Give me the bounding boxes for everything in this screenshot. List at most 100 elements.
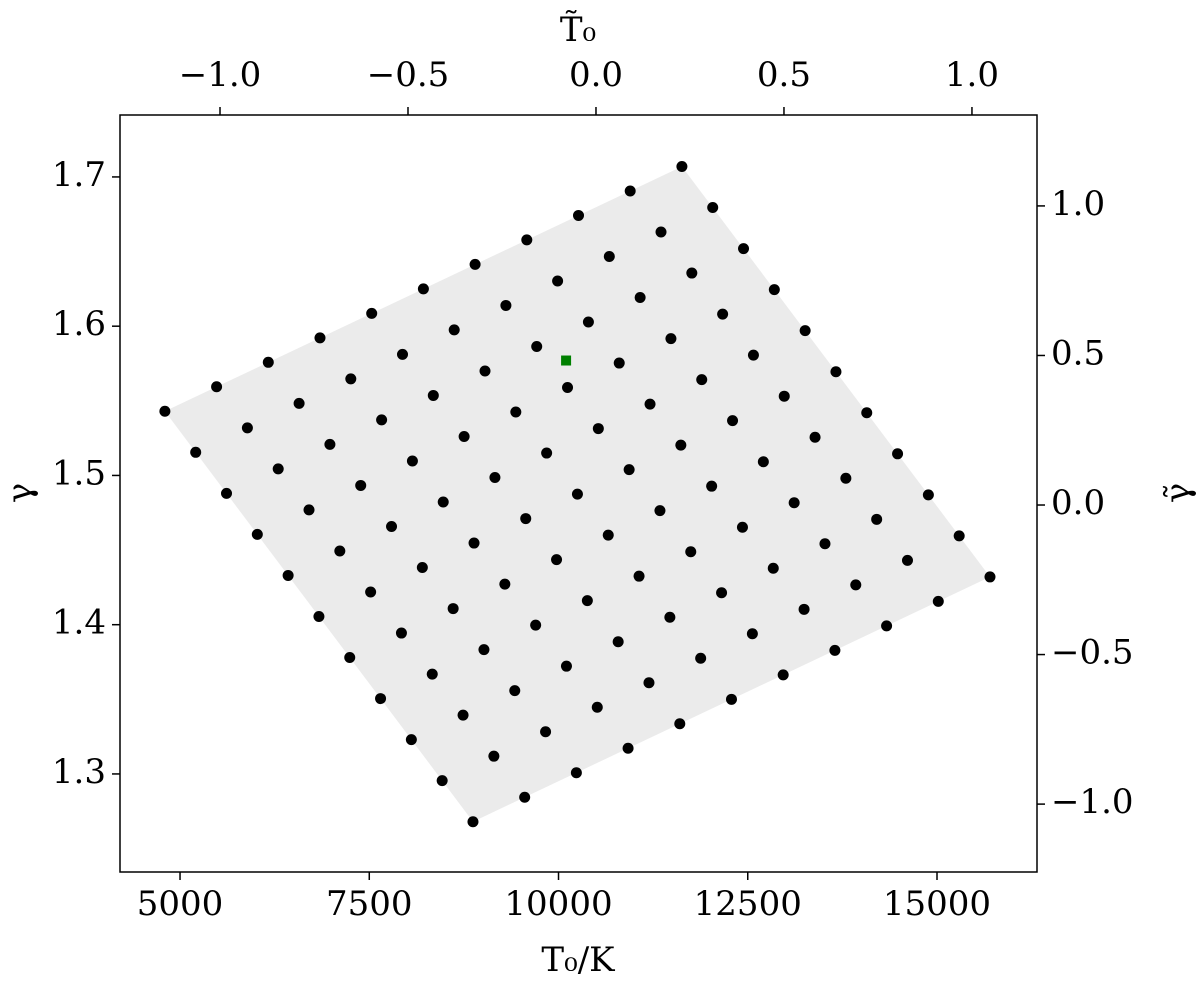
point xyxy=(922,489,934,501)
point xyxy=(674,718,686,730)
point xyxy=(799,325,811,337)
point xyxy=(458,430,470,442)
point xyxy=(293,397,305,409)
point xyxy=(427,389,439,401)
point xyxy=(591,701,603,713)
point xyxy=(509,685,521,697)
y2-tick-label: 1.0 xyxy=(1051,184,1105,224)
point xyxy=(436,775,448,787)
point xyxy=(314,332,326,344)
point xyxy=(634,292,646,304)
point xyxy=(334,545,346,557)
point xyxy=(706,480,718,492)
point xyxy=(725,693,737,705)
point xyxy=(469,258,481,270)
point xyxy=(190,446,202,458)
y2-tick-label: −0.5 xyxy=(1051,633,1134,673)
point xyxy=(541,447,553,459)
point xyxy=(717,308,729,320)
point xyxy=(324,438,336,450)
point xyxy=(716,587,728,599)
point xyxy=(313,610,325,622)
y-tick-label: 1.5 xyxy=(52,453,106,493)
y2-tick-label: 0.0 xyxy=(1051,483,1105,523)
point xyxy=(510,406,522,418)
point xyxy=(519,791,531,803)
x-tick-label: 10000 xyxy=(504,884,612,924)
point xyxy=(676,160,688,172)
point xyxy=(695,652,707,664)
point xyxy=(850,579,862,591)
point xyxy=(251,528,263,540)
point xyxy=(376,414,388,426)
point xyxy=(282,569,294,581)
point xyxy=(603,250,615,262)
marker-square xyxy=(561,355,572,366)
y2-tick-label: 0.5 xyxy=(1051,333,1105,373)
x-tick-label: 12500 xyxy=(694,884,802,924)
point xyxy=(365,586,377,598)
plot-frame xyxy=(119,114,1038,873)
point xyxy=(757,456,769,468)
point xyxy=(530,619,542,631)
point xyxy=(395,627,407,639)
point xyxy=(366,307,378,319)
point xyxy=(798,603,810,615)
point xyxy=(696,374,708,386)
point xyxy=(623,464,635,476)
x-tick-label: 15000 xyxy=(883,884,991,924)
point xyxy=(405,734,417,746)
point xyxy=(573,209,584,221)
point xyxy=(624,185,636,197)
point xyxy=(221,487,233,499)
point xyxy=(768,284,780,296)
point xyxy=(767,562,779,574)
point xyxy=(829,644,841,656)
point xyxy=(932,595,944,607)
point xyxy=(272,463,284,475)
point xyxy=(622,742,634,754)
point xyxy=(736,521,748,533)
point xyxy=(467,816,479,828)
x2-tick-label: 0.0 xyxy=(569,55,623,95)
point xyxy=(344,652,356,664)
point xyxy=(448,324,460,336)
point xyxy=(375,693,387,705)
point xyxy=(386,520,398,532)
point xyxy=(582,316,594,328)
point xyxy=(570,767,582,779)
point xyxy=(746,628,758,640)
point xyxy=(809,431,821,443)
point xyxy=(664,611,676,623)
y-tick-label: 1.4 xyxy=(52,603,106,643)
point xyxy=(500,299,512,311)
point xyxy=(777,669,789,681)
point xyxy=(643,677,655,689)
point xyxy=(552,275,564,287)
point xyxy=(520,513,532,525)
point xyxy=(655,226,667,238)
point xyxy=(468,537,480,549)
point xyxy=(881,620,893,632)
point xyxy=(489,472,501,484)
point xyxy=(613,357,625,369)
point xyxy=(747,349,759,361)
point xyxy=(303,504,315,516)
point xyxy=(521,234,533,246)
point xyxy=(159,405,171,417)
point xyxy=(241,422,253,434)
x2-tick-label: 1.0 xyxy=(945,55,999,95)
point xyxy=(686,267,698,279)
point xyxy=(416,562,428,574)
point xyxy=(478,644,490,656)
point xyxy=(499,578,511,590)
point xyxy=(953,530,965,542)
point xyxy=(345,373,357,385)
point xyxy=(665,333,677,345)
point xyxy=(738,243,750,255)
point xyxy=(581,595,593,607)
point xyxy=(531,340,543,352)
point xyxy=(892,448,904,460)
point xyxy=(406,455,418,467)
point xyxy=(447,603,459,615)
